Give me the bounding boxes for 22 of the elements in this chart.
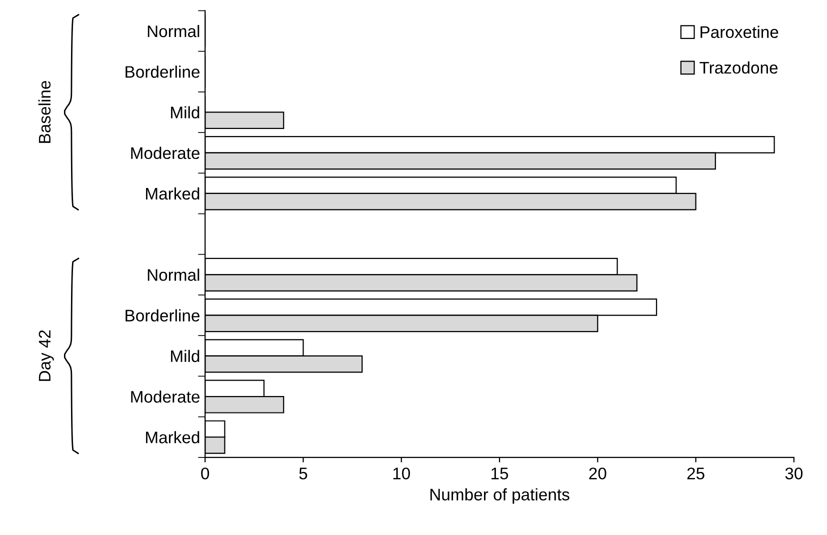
x-tick-label: 30 xyxy=(785,468,803,480)
x-tick-label: 25 xyxy=(687,468,704,480)
x-axis-title: Number of patients xyxy=(430,488,570,504)
x-tick-label: 5 xyxy=(299,468,308,480)
y-tick-label: Normal xyxy=(148,24,200,38)
y-tick-label: Moderate xyxy=(131,390,200,403)
y-tick-label: Borderline xyxy=(126,66,200,78)
x-tick-label: 10 xyxy=(393,468,410,480)
y-tick-label: Borderline xyxy=(126,309,200,322)
y-tick-label: Mild xyxy=(171,106,200,118)
y-tick-label: Normal xyxy=(148,268,200,281)
legend-label: Paroxetine xyxy=(700,26,778,38)
y-tick-label: Marked xyxy=(146,187,200,200)
text: Day 42 xyxy=(38,330,54,381)
legend-label: Trazodone xyxy=(700,61,778,74)
x-tick-label: 15 xyxy=(492,468,508,480)
y-tick-label: Moderate xyxy=(131,146,200,160)
y-tick-label: Mild xyxy=(171,350,200,362)
y-tick-label: Marked xyxy=(146,431,200,444)
x-tick-label: 0 xyxy=(201,468,210,480)
text: Baseline xyxy=(38,81,51,143)
x-tick-label: 20 xyxy=(589,468,606,480)
